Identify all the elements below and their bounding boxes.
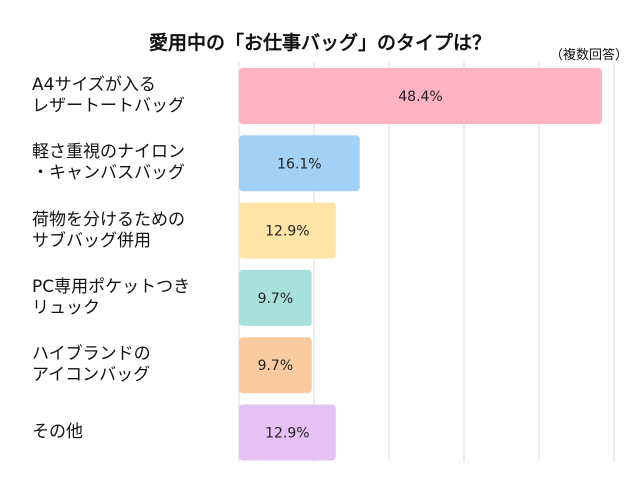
data-label: 9.7% bbox=[258, 358, 294, 374]
bar bbox=[239, 337, 312, 394]
category-label: その他 bbox=[32, 422, 83, 442]
bar bbox=[239, 269, 312, 326]
bar bbox=[239, 135, 360, 192]
category-label: A4サイズが入る レザートートバッグ bbox=[32, 75, 185, 116]
category-label: PC専用ポケットつき リュック bbox=[32, 276, 191, 318]
bar bbox=[239, 404, 336, 461]
data-label: 48.4% bbox=[398, 89, 442, 105]
data-label: 16.1% bbox=[277, 156, 321, 172]
bar bbox=[239, 202, 336, 259]
category-label: 荷物を分けるための サブバッグ併用 bbox=[32, 209, 185, 251]
data-label: 9.7% bbox=[258, 291, 294, 307]
data-label: 12.9% bbox=[265, 224, 309, 240]
category-label: 軽さ重視のナイロン ・キャンバスバッグ bbox=[32, 142, 185, 184]
chart-subtitle: （複数回答） bbox=[549, 48, 628, 63]
data-label: 12.9% bbox=[265, 426, 309, 442]
chart-title: 愛用中の「お仕事バッグ」のタイプは？ bbox=[148, 32, 491, 54]
category-label: ハイブランドの アイコンバッグ bbox=[32, 344, 151, 386]
bar bbox=[239, 68, 602, 124]
